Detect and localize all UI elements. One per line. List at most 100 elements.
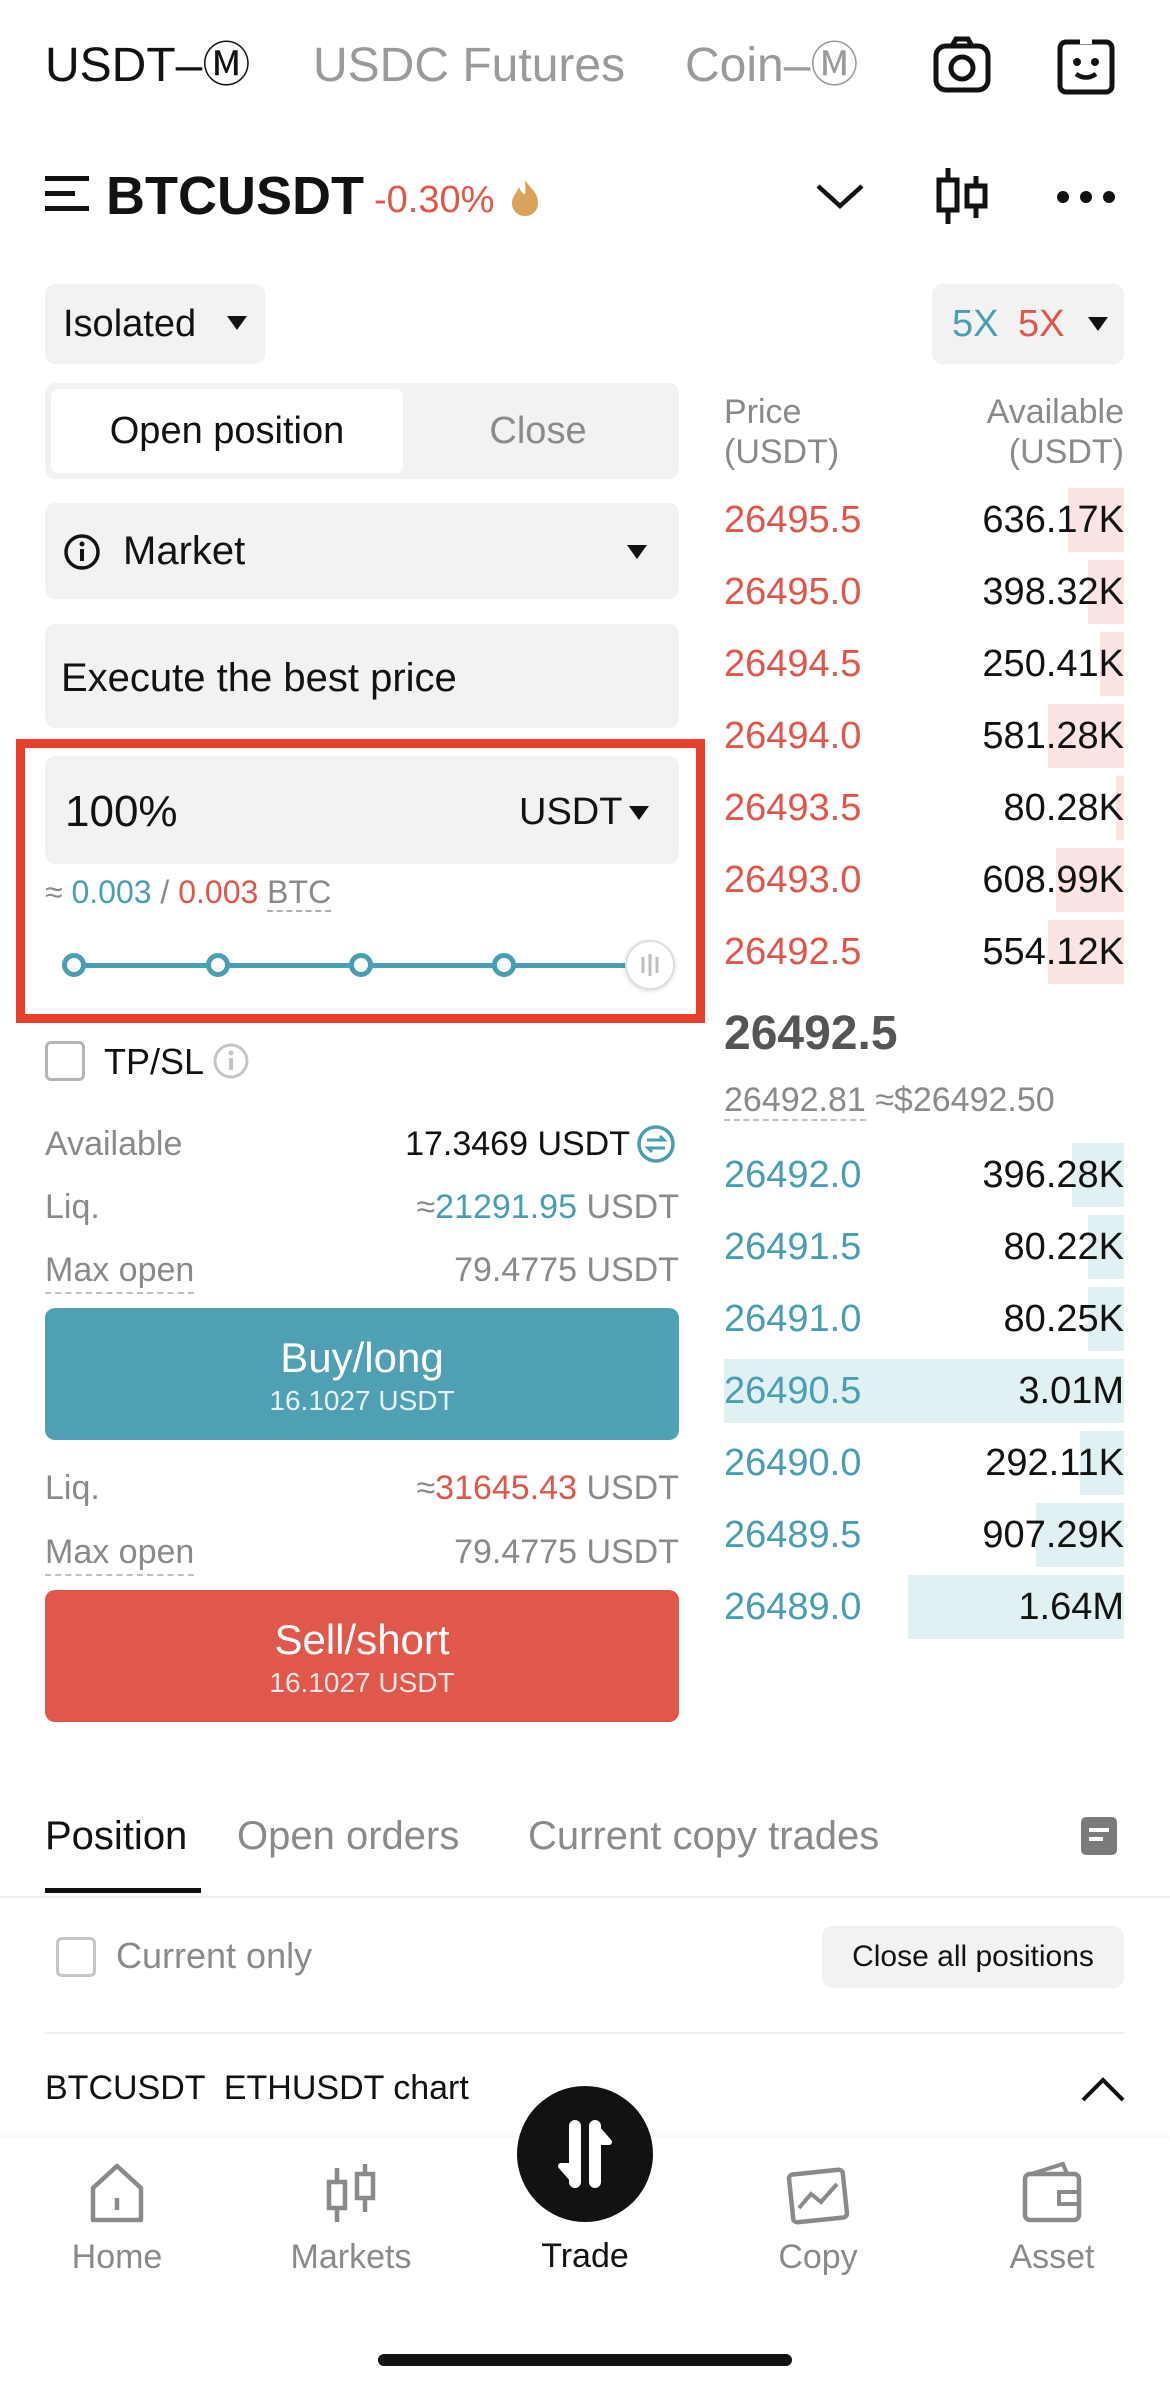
chevron-down-icon[interactable]	[814, 178, 866, 214]
bid-price: 26490.5	[724, 1370, 862, 1412]
slider-stop[interactable]	[62, 953, 86, 977]
ask-row[interactable]: 26494.5 250.41K	[724, 632, 1124, 696]
mark-price: 26492.81	[724, 1081, 866, 1121]
tab-open-orders[interactable]: Open orders	[237, 1814, 460, 1858]
bid-row[interactable]: 26491.5 80.22K	[724, 1215, 1124, 1279]
ask-row[interactable]: 26495.0 398.32K	[724, 560, 1124, 624]
order-type-select[interactable]: Market	[45, 503, 679, 599]
ask-price: 26494.0	[724, 715, 862, 757]
bid-row[interactable]: 26489.0 1.64M	[724, 1575, 1124, 1639]
tab-usdc-futures[interactable]: USDC Futures	[313, 39, 626, 92]
bid-row[interactable]: 26490.5 3.01M	[724, 1359, 1124, 1423]
amount-unit-select[interactable]: USDT	[519, 788, 622, 836]
leverage-select[interactable]: 5X 5X	[932, 284, 1124, 364]
amount-input[interactable]: 100% USDT	[45, 756, 679, 864]
nav-asset[interactable]: Asset	[972, 2160, 1132, 2277]
long-max-open-value: 79.4775 USDT	[454, 1251, 679, 1289]
ask-amount: 581.28K	[982, 715, 1124, 757]
menu-icon[interactable]	[45, 174, 93, 214]
bid-row[interactable]: 26491.0 80.25K	[724, 1287, 1124, 1351]
highlight-box	[16, 739, 705, 1023]
tab-open-position[interactable]: Open position	[51, 389, 403, 473]
info-icon[interactable]	[212, 1042, 250, 1080]
more-icon[interactable]	[1056, 190, 1116, 204]
ask-row[interactable]: 26494.0 581.28K	[724, 704, 1124, 768]
slider-handle[interactable]	[625, 940, 675, 990]
bid-amount: 3.01M	[1018, 1370, 1124, 1412]
tab-coin-m[interactable]: Coin–Ⓜ	[685, 39, 859, 92]
nav-copy-label: Copy	[778, 2238, 858, 2276]
slider-stop[interactable]	[206, 953, 230, 977]
approx-sign: ≈	[45, 874, 63, 910]
pair-symbol[interactable]: BTCUSDT	[106, 166, 364, 226]
candlestick-chart-icon[interactable]	[934, 166, 990, 226]
chevron-up-icon[interactable]	[1080, 2074, 1126, 2104]
chart-strip-label[interactable]: BTCUSDT ETHUSDT chart	[45, 2069, 469, 2107]
wallet-icon	[1022, 2161, 1082, 2223]
tpsl-checkbox[interactable]	[45, 1041, 85, 1081]
nav-trade-button[interactable]	[517, 2086, 653, 2222]
ask-row[interactable]: 26493.0 608.99K	[724, 848, 1124, 912]
sell-short-amount: 16.1027 USDT	[269, 1667, 455, 1698]
bid-price: 26491.0	[724, 1298, 862, 1340]
bid-row[interactable]: 26492.0 396.28K	[724, 1143, 1124, 1207]
bid-price: 26489.0	[724, 1586, 862, 1628]
nav-home[interactable]: Home	[37, 2160, 197, 2277]
slider-stop[interactable]	[349, 953, 373, 977]
bid-row[interactable]: 26490.0 292.11K	[724, 1431, 1124, 1495]
long-liq-value: ≈21291.95 USDT	[417, 1185, 680, 1229]
price-field[interactable]: Execute the best price	[45, 624, 679, 728]
transfer-icon[interactable]	[636, 1124, 676, 1164]
nav-trade-label: Trade	[541, 2237, 629, 2275]
amount-slider[interactable]	[60, 940, 680, 990]
liq-unit: USDT	[586, 1188, 679, 1226]
slider-stop[interactable]	[492, 953, 516, 977]
long-quantity: 0.003	[71, 874, 152, 910]
tab-position[interactable]: Position	[45, 1814, 188, 1858]
bid-amount: 907.29K	[982, 1514, 1124, 1556]
available-label: Available	[45, 1125, 183, 1163]
short-liq-value: ≈31645.43 USDT	[417, 1466, 680, 1510]
price-field-value: Execute the best price	[61, 656, 457, 700]
buy-long-button[interactable]: Buy/long 16.1027 USDT	[45, 1308, 679, 1440]
approx-sign: ≈	[416, 1469, 436, 1507]
bid-amount: 1.64M	[1018, 1586, 1124, 1628]
current-only-checkbox[interactable]	[56, 1937, 96, 1977]
usd-price: ≈$26492.50	[875, 1081, 1055, 1119]
ask-amount: 398.32K	[982, 571, 1124, 613]
quantity-unit: BTC	[267, 874, 332, 912]
info-icon[interactable]	[63, 533, 101, 571]
ask-depth-bar	[1068, 488, 1124, 552]
bid-amount: 80.22K	[1003, 1226, 1124, 1268]
tab-usdt-m[interactable]: USDT–Ⓜ	[45, 39, 251, 92]
camera-scan-icon[interactable]	[930, 34, 994, 98]
bid-depth-bar	[1080, 1431, 1124, 1495]
bid-depth-bar	[1088, 1287, 1124, 1351]
short-liq-label: Liq.	[45, 1469, 100, 1507]
close-all-positions-button[interactable]: Close all positions	[822, 1926, 1124, 1988]
divider	[0, 1896, 1170, 1898]
nav-markets[interactable]: Markets	[271, 2160, 431, 2277]
tpsl-label: TP/SL	[104, 1041, 205, 1082]
tab-copy-trades[interactable]: Current copy trades	[528, 1814, 880, 1858]
nav-trade[interactable]: Trade	[505, 2236, 665, 2276]
last-price[interactable]: 26492.5	[724, 1007, 898, 1060]
short-leverage: 5X	[1018, 303, 1065, 345]
copy-chart-icon	[786, 2167, 850, 2225]
short-liq-price: 31645.43	[435, 1469, 577, 1507]
close-all-label: Close all positions	[852, 1940, 1094, 1973]
document-icon[interactable]	[1080, 1816, 1118, 1856]
position-mode-toggle: Open position Close	[45, 383, 679, 479]
tab-close[interactable]: Close	[489, 409, 587, 452]
sell-short-button[interactable]: Sell/short 16.1027 USDT	[45, 1590, 679, 1722]
nav-copy[interactable]: Copy	[738, 2160, 898, 2277]
margin-mode-select[interactable]: Isolated	[45, 284, 265, 364]
support-bot-icon[interactable]	[1054, 34, 1118, 98]
ask-row[interactable]: 26492.5 554.12K	[724, 920, 1124, 984]
long-max-open-label: Max open	[45, 1248, 195, 1294]
caret-down-icon	[627, 545, 647, 559]
ask-row[interactable]: 26493.5 80.28K	[724, 776, 1124, 840]
ask-row[interactable]: 26495.5 636.17K	[724, 488, 1124, 552]
bid-row[interactable]: 26489.5 907.29K	[724, 1503, 1124, 1567]
bid-depth-bar	[1036, 1503, 1124, 1567]
